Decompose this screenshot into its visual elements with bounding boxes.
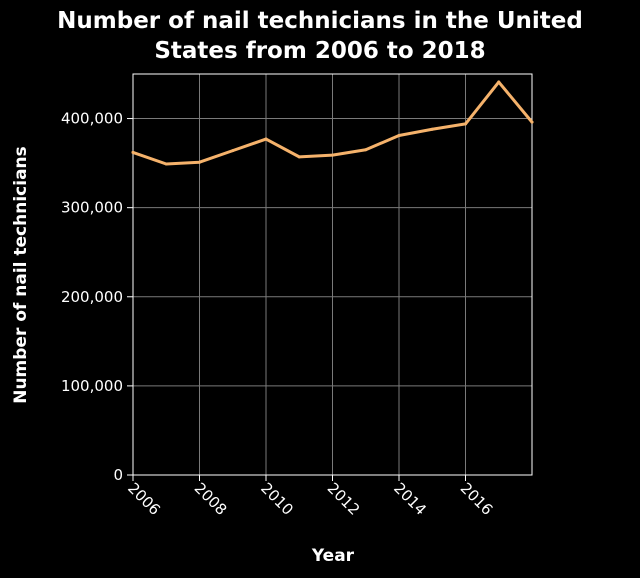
x-tick-label-2008: 2008 [191,479,231,519]
data-point-2010 [264,137,268,141]
data-point-2008 [198,160,201,164]
data-point-2011 [297,155,301,159]
data-point-2006 [131,150,135,154]
data-point-2015 [430,127,434,131]
x-tick-label-2014: 2014 [390,479,430,519]
chart-title-line-2: States from 2006 to 2018 [154,38,485,64]
grid [132,74,532,476]
data-point-2017 [497,80,501,84]
x-tick-label-2016: 2016 [457,479,497,519]
series [131,80,534,166]
data-point-2009 [231,149,235,153]
data-point-2014 [397,133,401,137]
y-tick-label-400000: 400,000 [61,110,123,128]
x-tick-label-2012: 2012 [324,479,364,519]
x-tick-label-2010: 2010 [257,479,297,519]
data-point-2018 [530,120,534,124]
y-tick-label-300000: 300,000 [61,199,123,217]
data-point-2013 [364,148,368,152]
y-tick-label-200000: 200,000 [61,288,123,306]
data-point-2007 [164,162,168,166]
chart-title-line-1: Number of nail technicians in the United [57,8,583,34]
axis-ticks: 2006 2008 2010 2012 2014 2016 0 100,000 200,000 3… [61,110,496,519]
data-point-2012 [331,153,334,157]
y-tick-label-0: 0 [113,466,123,484]
y-axis-label: Number of nail technicians [11,146,31,404]
data-point-2016 [464,122,467,126]
x-tick-label-2006: 2006 [124,479,164,519]
x-axis-label: Year [311,546,355,566]
y-tick-label-100000: 100,000 [61,377,123,395]
